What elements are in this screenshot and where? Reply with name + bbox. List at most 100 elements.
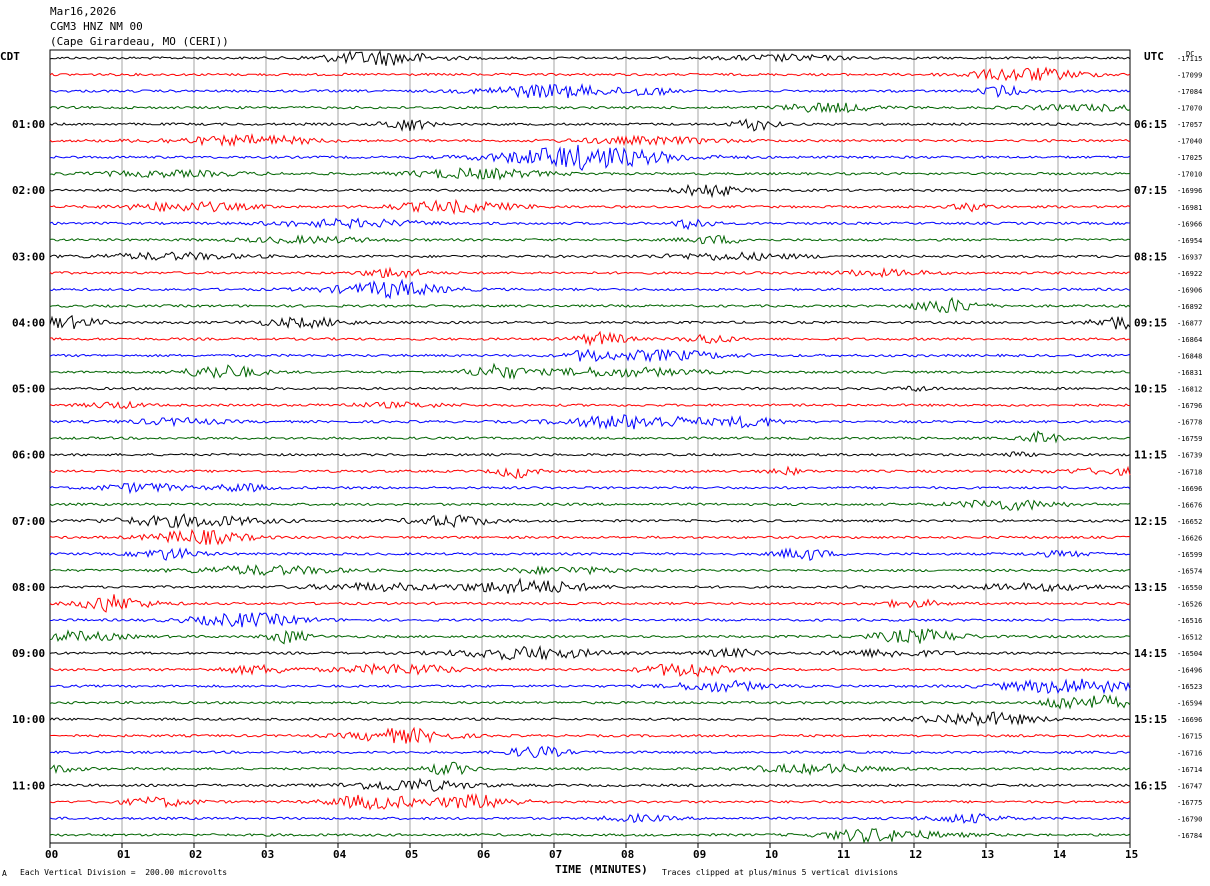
x-tick-label: 03 (261, 848, 274, 861)
left-time-label: 03:00 (12, 250, 45, 263)
x-tick-label: 13 (981, 848, 994, 861)
seismic-trace (49, 528, 1131, 546)
left-time-label: 07:00 (12, 515, 45, 528)
x-tick-label: 12 (909, 848, 922, 861)
left-time-label: 01:00 (12, 118, 45, 131)
dc-offset-label: -16652 (1177, 518, 1202, 526)
seismic-trace (49, 217, 1131, 231)
left-time-label: 10:00 (12, 713, 45, 726)
dc-offset-label: -17040 (1177, 138, 1202, 146)
seismic-trace (49, 594, 1131, 613)
seismic-trace (49, 678, 1131, 695)
seismic-trace (49, 726, 1131, 744)
left-time-label: 08:00 (12, 581, 45, 594)
dc-offset-label: -16778 (1177, 419, 1202, 427)
dc-offset-label: -16796 (1177, 402, 1202, 410)
dc-offset-label: -17057 (1177, 121, 1202, 129)
dc-offset-label: -16715 (1177, 733, 1202, 741)
seismic-trace (49, 513, 1131, 529)
right-time-label: 06:15 (1134, 118, 1167, 131)
seismic-trace (49, 330, 1131, 347)
dc-offset-label: -16626 (1177, 534, 1202, 542)
dc-offset-label: -16716 (1177, 749, 1202, 757)
right-time-label: 09:15 (1134, 316, 1167, 329)
header-date: Mar16,2026 (50, 5, 117, 18)
seismic-trace (49, 414, 1131, 430)
dc-offset-label: -16496 (1177, 667, 1202, 675)
left-time-label: 09:00 (12, 647, 45, 660)
seismic-trace (49, 430, 1131, 444)
seismic-trace (49, 266, 1131, 279)
axis-labels: 00 01 02 03 04 05 06 07 08 09 10 11 12 13 14 15 -17115 -1… (12, 55, 1202, 861)
seismic-trace (49, 694, 1131, 710)
right-time-label: 15:15 (1134, 713, 1167, 726)
dc-offset-label: -16812 (1177, 386, 1202, 394)
seismic-trace (49, 481, 1131, 495)
dc-offset-label: -16981 (1177, 204, 1202, 212)
left-time-label: 05:00 (12, 383, 45, 396)
seismic-trace (49, 133, 1131, 147)
x-tick-label: 15 (1125, 848, 1138, 861)
x-tick-label: 00 (45, 848, 58, 861)
seismic-trace (49, 644, 1131, 661)
left-time-label: 06:00 (12, 449, 45, 462)
dc-offset-label: -16676 (1177, 501, 1202, 509)
x-tick-label: 14 (1053, 848, 1067, 861)
right-time-label: 07:15 (1134, 184, 1167, 197)
dc-offset-label: -17084 (1177, 88, 1202, 96)
x-tick-label: 10 (765, 848, 778, 861)
dc-offset-label: -16790 (1177, 815, 1202, 823)
x-tick-label: 11 (837, 848, 851, 861)
seismic-trace (49, 385, 1131, 393)
right-time-label: 11:15 (1134, 449, 1167, 462)
seismic-trace (49, 761, 1131, 776)
header-station: CGM3 HNZ NM 00 (50, 20, 143, 33)
dc-offset-label: -16714 (1177, 766, 1202, 774)
seismic-trace (49, 102, 1131, 114)
dc-offset-label: -16718 (1177, 468, 1202, 476)
dc-offset-label: -16516 (1177, 617, 1202, 625)
right-time-label: 08:15 (1134, 250, 1167, 263)
dc-offset-label: -16696 (1177, 716, 1202, 724)
dc-offset-label: -16937 (1177, 253, 1202, 261)
clip-note: Traces clipped at plus/minus 5 vertical … (662, 868, 899, 877)
seismic-trace (49, 83, 1131, 99)
seismic-trace (49, 577, 1131, 594)
dc-offset-label: -16831 (1177, 369, 1202, 377)
dc-offset-label: -16864 (1177, 336, 1202, 344)
seismic-trace (49, 662, 1131, 678)
dc-offset-label: -16759 (1177, 435, 1202, 443)
right-time-label: 14:15 (1134, 647, 1167, 660)
seismic-trace (49, 167, 1130, 181)
seismic-trace (49, 49, 1131, 66)
dc-offset-label: -16574 (1177, 567, 1202, 575)
dc-offset-label: -16954 (1177, 237, 1202, 245)
x-tick-label: 06 (477, 848, 491, 861)
dc-offset-label: -16523 (1177, 683, 1202, 691)
left-time-label: 02:00 (12, 184, 45, 197)
dc-offset-label: -16504 (1177, 650, 1202, 658)
left-time-label: 04:00 (12, 316, 45, 329)
seismic-trace (49, 547, 1131, 562)
seismic-trace (49, 564, 1131, 577)
seismic-trace (49, 628, 1131, 645)
dc-offset-label: -17115 (1177, 55, 1202, 63)
scale-note: Each Vertical Division = 200.00 microvol… (20, 868, 228, 877)
dc-offset-label: -17099 (1177, 72, 1202, 80)
seismic-trace (49, 793, 1131, 811)
x-tick-label: 09 (693, 848, 706, 861)
seismic-trace (49, 745, 1131, 758)
dc-offset-label: -17070 (1177, 105, 1202, 113)
right-time-label: 16:15 (1134, 779, 1167, 792)
time-gridlines (49, 49, 1131, 848)
seismic-trace (49, 296, 1131, 313)
right-time-label: 13:15 (1134, 581, 1167, 594)
seismic-trace (49, 828, 1131, 844)
dc-offset-label: -17010 (1177, 171, 1202, 179)
dc-offset-label: -16892 (1177, 303, 1202, 311)
seismic-trace (50, 451, 1131, 458)
x-axis-title: TIME (MINUTES) (555, 863, 648, 876)
seismic-trace (49, 198, 1131, 216)
seismic-trace (49, 183, 1131, 199)
